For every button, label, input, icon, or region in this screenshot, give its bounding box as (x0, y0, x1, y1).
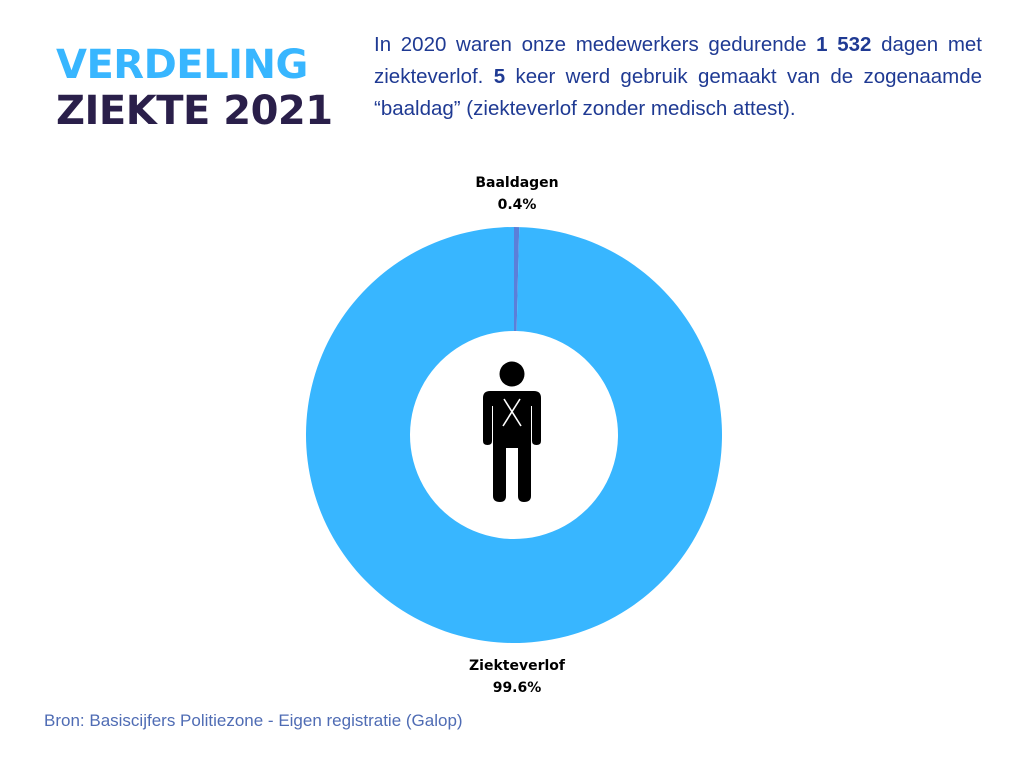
slice-label-value: 0.4% (497, 197, 537, 213)
donut-slices (305, 227, 722, 644)
slice-label-name: Ziekteverlof (469, 658, 565, 674)
title-line-2: ZIEKTE 2021 (56, 88, 333, 134)
slice-label-name: Baaldagen (475, 175, 559, 191)
intro-part-3: keer werd gebruik gemaakt van de zogenaa… (374, 65, 983, 120)
title-line-1: VERDELING (56, 42, 308, 88)
intro-text: In 2020 waren onze medewerkers gedurende… (374, 29, 982, 125)
sick-person-icon (483, 361, 541, 502)
slice-label-baaldagen: Baaldagen 0.4% (417, 172, 617, 216)
donut-slice-baaldagen (514, 227, 520, 332)
slice-label-value: 99.6% (492, 680, 542, 696)
intro-days-value: 1 532 (816, 33, 872, 56)
intro-part-2: dagen met ziekteverlof. (374, 33, 982, 88)
intro-part-1: In 2020 waren onze medewerkers gedurende (374, 33, 817, 56)
intro-count-value: 5 (493, 65, 506, 88)
slice-label-ziekteverlof: Ziekteverlof 99.6% (417, 655, 617, 699)
source-note: Bron: Basiscijfers Politiezone - Eigen r… (44, 711, 463, 730)
page-title: VERDELING ZIEKTE 2021 (56, 42, 333, 134)
donut-slice-ziekteverlof (305, 227, 722, 644)
